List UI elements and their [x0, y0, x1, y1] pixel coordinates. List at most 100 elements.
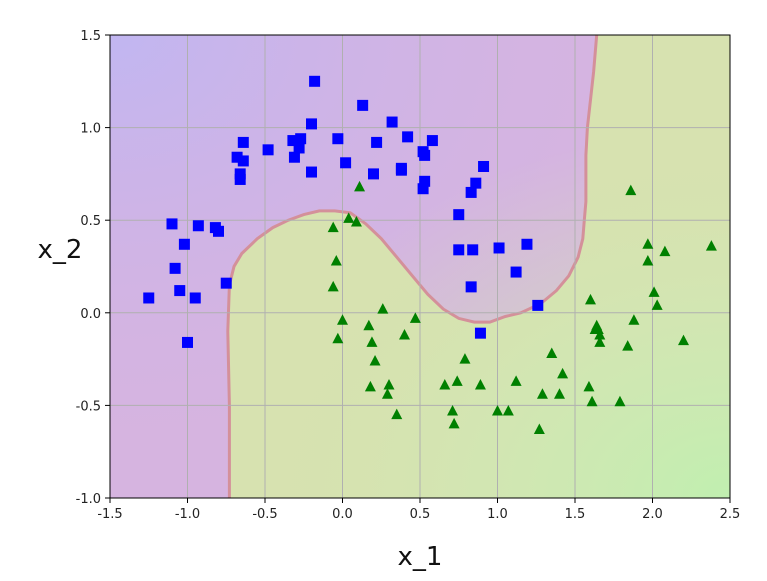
data-point-square — [402, 131, 414, 143]
data-point-square — [169, 262, 181, 274]
y-tick-label: -1.0 — [76, 492, 101, 507]
plot-area — [110, 35, 730, 498]
data-point-triangle — [383, 379, 395, 390]
data-point-triangle — [510, 375, 522, 386]
data-point-triangle — [327, 221, 339, 233]
data-point-triangle — [536, 388, 548, 399]
data-point-triangle — [642, 254, 654, 266]
data-point-triangle — [586, 395, 598, 407]
x-tick-label: -1.0 — [175, 507, 200, 522]
data-point-triangle — [502, 404, 514, 416]
series-class-1 — [327, 180, 717, 434]
data-point-square — [419, 149, 431, 161]
x-tick-label: -0.5 — [252, 507, 277, 522]
data-point-triangle — [391, 408, 403, 420]
data-point-square — [465, 281, 477, 293]
data-point-square — [213, 225, 224, 237]
data-point-triangle — [439, 379, 451, 390]
data-point-square — [417, 183, 429, 195]
data-point-square — [368, 168, 379, 180]
data-point-triangle — [369, 354, 381, 366]
data-point-square — [467, 244, 479, 256]
data-point-triangle — [474, 379, 486, 390]
data-point-square — [478, 160, 490, 172]
data-point-square — [371, 136, 383, 148]
data-point-triangle — [447, 404, 459, 416]
x-tick-label: 1.5 — [565, 507, 586, 522]
data-point-triangle — [409, 312, 421, 323]
data-point-square — [470, 177, 482, 189]
data-point-triangle — [678, 334, 689, 346]
data-point-square — [340, 157, 352, 169]
data-point-triangle — [377, 303, 389, 314]
data-point-triangle — [330, 254, 342, 266]
x-axis-label: x_1 — [398, 542, 443, 572]
data-point-square — [143, 292, 155, 304]
data-point-triangle — [583, 380, 595, 392]
data-point-triangle — [350, 216, 362, 227]
data-point-square — [192, 220, 204, 232]
data-point-triangle — [614, 395, 626, 407]
data-point-triangle — [557, 367, 569, 379]
data-point-square — [287, 135, 299, 147]
data-point-square — [293, 142, 305, 154]
data-point-square — [262, 144, 274, 156]
data-point-square — [453, 209, 465, 221]
x-tick-label: 2.0 — [642, 507, 663, 522]
data-point-square — [234, 173, 246, 185]
x-tick-label: 0.5 — [410, 507, 431, 522]
data-point-triangle — [546, 347, 558, 359]
data-point-square — [220, 277, 232, 289]
data-point-triangle — [354, 180, 366, 192]
data-point-square — [474, 327, 486, 339]
data-point-square — [465, 186, 477, 198]
data-point-triangle — [332, 332, 344, 344]
data-point-triangle — [399, 329, 410, 340]
data-point-triangle — [492, 404, 503, 416]
data-point-square — [182, 336, 193, 348]
data-point-triangle — [448, 417, 460, 429]
data-point-square — [174, 285, 186, 297]
data-point-square — [237, 155, 249, 167]
x-axis-ticks: -1.5 -1.0 -0.5 0.0 0.5 1.0 1.5 2.0 2.5 — [97, 498, 740, 522]
data-point-square — [189, 292, 201, 304]
data-point-square — [306, 118, 317, 130]
data-point-square — [309, 75, 321, 87]
data-point-triangle — [343, 212, 355, 223]
data-point-triangle — [337, 314, 348, 325]
x-tick-label: 1.0 — [487, 507, 508, 522]
data-point-triangle — [705, 240, 717, 251]
data-point-square — [234, 168, 246, 180]
data-point-triangle — [642, 238, 654, 249]
data-point-triangle — [659, 245, 671, 257]
data-point-square — [332, 133, 344, 145]
data-point-square — [510, 266, 522, 278]
data-point-square — [395, 162, 407, 174]
data-point-triangle — [625, 184, 637, 196]
y-tick-label: 1.0 — [80, 122, 101, 137]
data-point-triangle — [594, 329, 606, 340]
x-tick-label: -1.5 — [97, 507, 122, 522]
data-point-square — [386, 116, 398, 128]
x-tick-label: 0.0 — [332, 507, 353, 522]
data-point-square — [178, 238, 190, 250]
y-axis-label: x_2 — [38, 235, 83, 265]
data-point-square — [237, 136, 249, 148]
data-point-triangle — [594, 336, 606, 347]
data-point-square — [306, 166, 317, 178]
data-point-square — [521, 238, 533, 250]
data-point-square — [357, 99, 369, 111]
data-point-square — [532, 299, 544, 311]
data-point-triangle — [327, 280, 339, 292]
data-point-square — [288, 151, 300, 163]
data-point-triangle — [628, 314, 640, 325]
data-point-square — [231, 151, 243, 163]
data-point-triangle — [366, 336, 378, 347]
data-point-triangle — [451, 375, 463, 386]
y-tick-label: 1.5 — [80, 29, 101, 44]
data-point-square — [493, 242, 505, 254]
data-point-triangle — [363, 319, 375, 331]
data-point-triangle — [381, 388, 393, 399]
y-tick-label: 0.5 — [80, 214, 101, 229]
